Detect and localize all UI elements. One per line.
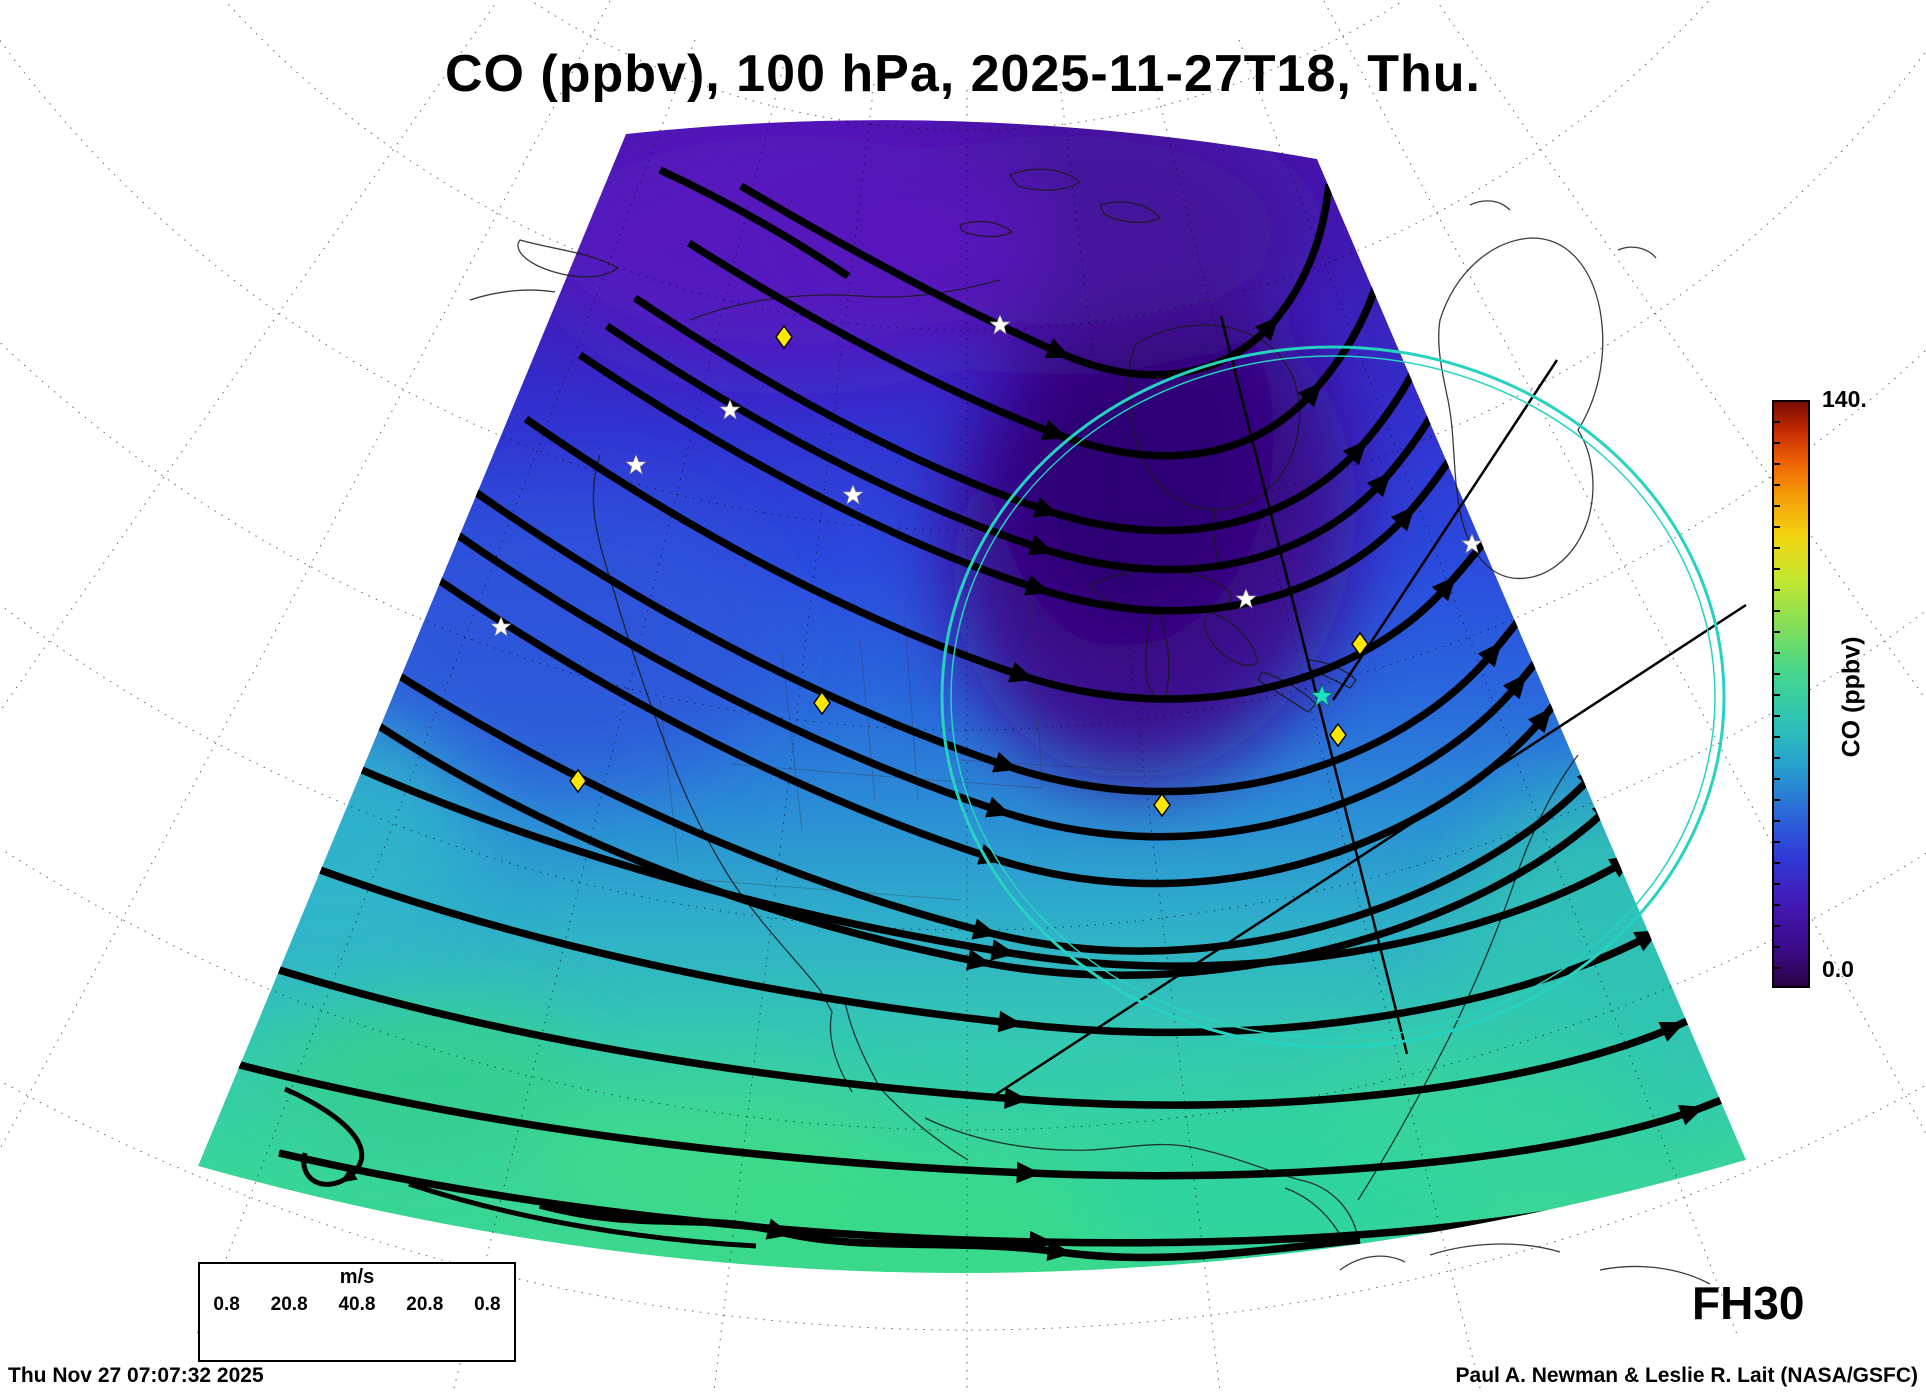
arctic-islands <box>959 168 1162 238</box>
station-diamond <box>813 690 831 716</box>
streamline <box>739 182 1333 379</box>
colorbar-max-label: 140. <box>1822 386 1867 412</box>
cross-section-line <box>1331 359 1559 701</box>
center-star <box>1309 683 1335 708</box>
city-star <box>842 484 864 505</box>
station-diamond <box>1351 631 1369 657</box>
city-star <box>1235 588 1257 609</box>
alaska-coast <box>469 239 620 301</box>
wind-legend-value: 20.8 <box>270 1294 308 1315</box>
forecast-hour-label: FH30 <box>1692 1277 1805 1329</box>
timestamp-text: Thu Nov 27 07:07:32 2025 <box>8 1364 264 1387</box>
co-cyan-left <box>198 725 470 965</box>
colorbar-axis-label: CO (ppbv) <box>1837 636 1866 758</box>
station-diamonds <box>569 324 1369 818</box>
city-star <box>989 314 1011 335</box>
cross-section-lines <box>991 315 1747 1099</box>
cross-section-line <box>991 603 1747 1099</box>
city-stars <box>490 314 1483 637</box>
colorbar-min-label: 0.0 <box>1822 956 1854 982</box>
caribbean-coast <box>1339 1243 1711 1285</box>
wind-legend-unit: m/s <box>339 1266 375 1288</box>
wind-legend-value: 0.8 <box>213 1294 240 1315</box>
range-circle-inner <box>950 355 1716 1039</box>
station-diamond <box>775 324 793 350</box>
wind-legend-value: 20.8 <box>406 1294 444 1315</box>
streamline <box>658 166 851 280</box>
streamline-eddy <box>284 1086 365 1187</box>
wind-legend-value: 0.8 <box>474 1294 501 1315</box>
city-star <box>1461 533 1483 554</box>
co-green-se2 <box>1340 1040 1660 1200</box>
page-title: CO (ppbv), 100 hPa, 2025-11-27T18, Thu. <box>444 45 1481 103</box>
station-diamond <box>1153 792 1171 818</box>
arctic-coast <box>689 279 1001 321</box>
co-blue-wash <box>340 490 780 790</box>
latitude-circle <box>529 0 1405 131</box>
range-circle-outer <box>940 345 1726 1049</box>
station-diamond <box>1329 722 1347 748</box>
wind-legend-box <box>198 1262 516 1362</box>
cross-section-line <box>1219 315 1409 1055</box>
wind-legend-values: 0.8 20.8 40.8 20.8 0.8 <box>198 1294 516 1316</box>
wind-legend-value: 40.8 <box>338 1294 376 1315</box>
city-star <box>719 399 741 420</box>
streamline <box>539 1201 1361 1262</box>
streamline <box>235 1055 1746 1184</box>
city-star <box>490 616 512 637</box>
station-diamond <box>569 768 587 794</box>
city-star <box>625 454 647 475</box>
colorbar-ticks <box>1772 400 1780 988</box>
range-circle <box>940 345 1726 1049</box>
co-green-sw <box>280 1010 580 1150</box>
streamline <box>408 1181 757 1249</box>
greenland-coast <box>1438 200 1657 580</box>
credit-text: Paul A. Newman & Leslie R. Lait (NASA/GS… <box>1455 1364 1918 1387</box>
